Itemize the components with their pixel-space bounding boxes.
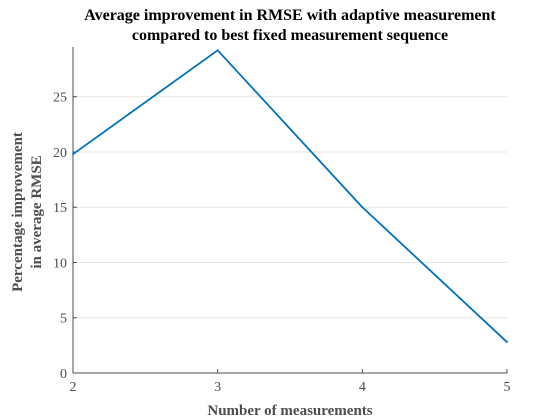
- x-tick-label-5: 5: [504, 380, 511, 395]
- x-tick-label-4: 4: [359, 380, 366, 395]
- data-point-3: [216, 49, 219, 52]
- chart-title-line-2: compared to best fixed measurement seque…: [132, 27, 448, 44]
- y-ticks: 0 5 10 15 20 25: [53, 91, 77, 382]
- data-point-2: [72, 153, 74, 156]
- gridlines: [73, 96, 507, 319]
- y-axis-label-line-1: Percentage improvement: [10, 132, 26, 292]
- y-tick-label-10: 10: [53, 256, 67, 271]
- x-tick-label-3: 3: [214, 380, 221, 395]
- y-axis-label-line-2: in average RMSE: [29, 155, 45, 268]
- x-tick-label-2: 2: [70, 380, 77, 395]
- axes: [72, 47, 507, 374]
- x-ticks: 2 3 4 5: [70, 369, 511, 395]
- y-tick-label-25: 25: [53, 91, 67, 106]
- chart-title-line-1: Average improvement in RMSE with adaptiv…: [84, 7, 496, 24]
- y-tick-label-0: 0: [60, 367, 67, 382]
- y-tick-label-20: 20: [53, 146, 67, 161]
- y-tick-label-5: 5: [60, 312, 67, 327]
- data-point-5: [506, 341, 508, 343]
- series-layer: [72, 49, 508, 343]
- y-tick-label-15: 15: [53, 201, 67, 216]
- x-axis-label: Number of measurements: [207, 403, 372, 419]
- series-line-0: [72, 49, 508, 343]
- data-point-4: [361, 206, 364, 209]
- y-axis-label: Percentage improvement in average RMSE: [10, 132, 45, 292]
